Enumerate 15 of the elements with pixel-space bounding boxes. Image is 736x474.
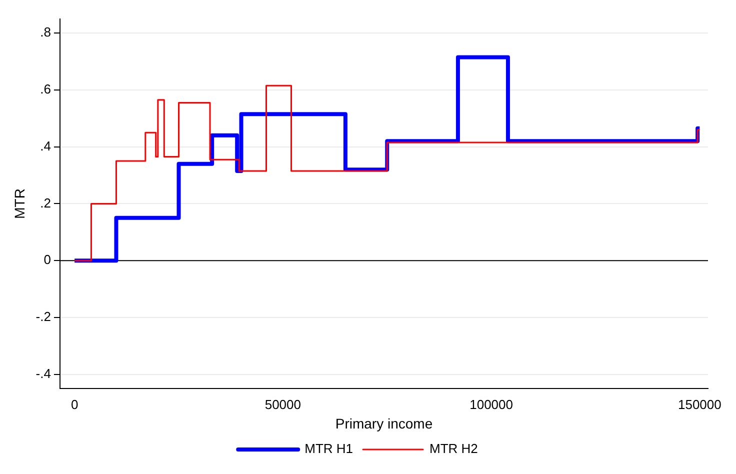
y-tick-label: -.2 <box>36 309 51 324</box>
y-tick-label: -.4 <box>36 366 51 381</box>
y-axis-title: MTR <box>11 188 28 219</box>
x-tick-label: 150000 <box>678 396 722 412</box>
x-tick-label: 100000 <box>470 396 513 412</box>
legend-label: MTR H1 <box>304 441 353 456</box>
y-tick-label: .2 <box>40 195 51 210</box>
x-axis-title: Primary income <box>335 415 433 432</box>
x-tick-label: 50000 <box>264 396 302 412</box>
x-tick-label: 0 <box>70 396 78 412</box>
legend-label: MTR H2 <box>430 441 478 456</box>
y-tick-label: .4 <box>40 138 51 154</box>
y-tick-label: 0 <box>44 252 51 268</box>
y-tick-label: .8 <box>40 24 51 40</box>
y-tick-label: .6 <box>40 81 51 96</box>
